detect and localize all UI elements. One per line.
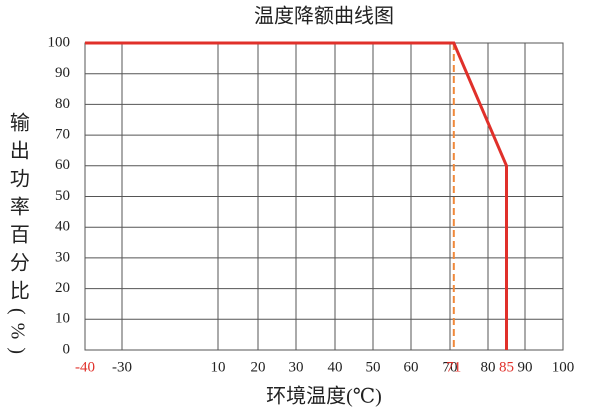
data-line (85, 41, 508, 350)
x-tick-label-highlight: 71 (446, 359, 461, 375)
x-tick-label: 80 (481, 359, 496, 375)
x-tick-label: 40 (328, 359, 343, 375)
y-tick-label: 10 (55, 311, 70, 327)
y-tick-label: 40 (55, 219, 70, 235)
x-axis-label: 环境温度(℃) (266, 385, 382, 408)
y-tick-label: 70 (55, 127, 70, 143)
x-tick-label: 100 (552, 359, 575, 375)
y-tick-label: 60 (55, 157, 70, 173)
x-tick-label-highlight: 85 (499, 359, 514, 375)
x-tick-label: 10 (211, 359, 226, 375)
chart-title: 温度降额曲线图 (254, 5, 394, 28)
x-tick-label: -30 (112, 359, 132, 375)
y-tick-label: 90 (55, 65, 70, 81)
y-tick-label: 0 (63, 341, 71, 357)
y-tick-label: 30 (55, 249, 70, 265)
y-tick-label: 100 (48, 34, 71, 50)
y-axis-label: 输出功率百分比(%) (6, 112, 29, 362)
x-tick-label-highlight: -40 (75, 359, 95, 375)
x-tick-label: 20 (251, 359, 266, 375)
y-tick-label: 20 (55, 280, 70, 296)
y-tick-label: 80 (55, 96, 70, 112)
x-tick-label: 70 (443, 359, 458, 375)
x-tick-label: 50 (366, 359, 381, 375)
x-tick-label: 60 (404, 359, 419, 375)
x-tick-label: 90 (518, 359, 533, 375)
x-tick-label: 30 (289, 359, 304, 375)
y-tick-label: 50 (55, 188, 70, 204)
